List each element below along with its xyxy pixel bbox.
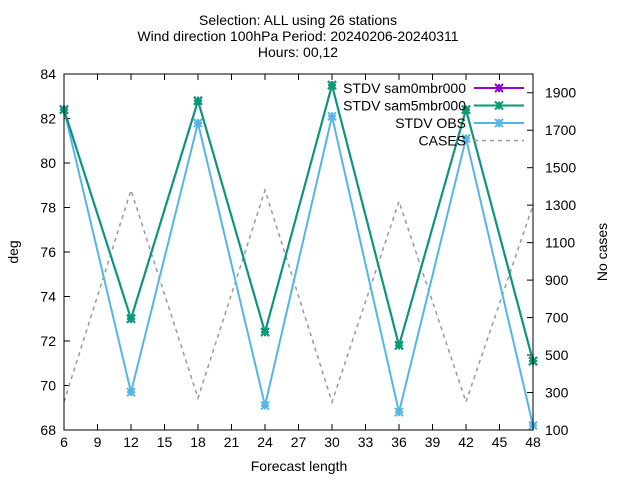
y-tick-label: 78 bbox=[40, 200, 56, 216]
x-tick-label: 12 bbox=[123, 434, 139, 450]
y-tick-label: 72 bbox=[40, 333, 56, 349]
y2-tick-label: 500 bbox=[545, 347, 569, 363]
y-tick-label: 70 bbox=[40, 378, 56, 394]
x-tick-label: 33 bbox=[358, 434, 374, 450]
series-line bbox=[63, 81, 534, 362]
y2-tick-label: 700 bbox=[545, 310, 569, 326]
y2-tick-label: 300 bbox=[545, 385, 569, 401]
y-axis-label: deg bbox=[5, 240, 21, 263]
x-tick-label: 18 bbox=[190, 434, 206, 450]
x-tick-label: 45 bbox=[492, 434, 508, 450]
x-tick-label: 42 bbox=[458, 434, 474, 450]
x-tick-label: 9 bbox=[94, 434, 102, 450]
y2-tick-label: 100 bbox=[545, 422, 569, 438]
y-tick-label: 82 bbox=[40, 111, 56, 127]
plot-frame bbox=[63, 73, 534, 431]
y-tick-label: 68 bbox=[40, 422, 56, 438]
x-tick-label: 36 bbox=[391, 434, 407, 450]
title-line-2: Wind direction 100hPa Period: 20240206-2… bbox=[137, 28, 458, 44]
legend-label: STDV sam5mbr000 bbox=[343, 98, 466, 114]
legend-marker bbox=[494, 100, 504, 111]
data-point bbox=[327, 80, 337, 90]
legend-label: STDV OBS bbox=[395, 115, 466, 131]
title-line-1: Selection: ALL using 26 stations bbox=[199, 12, 397, 28]
data-point bbox=[260, 400, 270, 411]
x-tick-label: 15 bbox=[157, 434, 173, 450]
series-line bbox=[63, 187, 534, 405]
x-tick-label: 39 bbox=[425, 434, 441, 450]
y2-tick-label: 900 bbox=[545, 272, 569, 288]
axis-ticks: 6 9 12 15 18 21 24 27 30 33 36 39 42 45 48 68 70 72 74 76 78… bbox=[40, 66, 576, 450]
x-tick-label: 27 bbox=[291, 434, 307, 450]
y-tick-label: 80 bbox=[40, 155, 56, 171]
y2-tick-label: 1100 bbox=[545, 235, 575, 251]
y-tick-label: 76 bbox=[40, 244, 56, 260]
data-point bbox=[193, 118, 203, 128]
y2-tick-label: 1900 bbox=[545, 85, 576, 101]
legend-marker bbox=[494, 83, 504, 93]
data-point bbox=[394, 407, 404, 417]
data-point bbox=[327, 111, 337, 121]
y2-axis-label: No cases bbox=[594, 223, 610, 281]
legend-label: CASES bbox=[419, 133, 466, 149]
x-tick-label: 21 bbox=[224, 434, 240, 450]
y-tick-label: 84 bbox=[40, 66, 56, 82]
y-tick-label: 74 bbox=[40, 289, 56, 305]
series-2 bbox=[59, 104, 538, 431]
x-tick-label: 30 bbox=[324, 434, 340, 450]
x-tick-label: 48 bbox=[525, 434, 541, 450]
y2-tick-label: 1500 bbox=[545, 160, 576, 176]
y2-tick-label: 1700 bbox=[545, 122, 576, 138]
data-point bbox=[126, 387, 136, 397]
data-point bbox=[461, 104, 471, 115]
data-point bbox=[126, 314, 136, 324]
title-line-3: Hours: 00,12 bbox=[258, 44, 338, 60]
x-axis-label: Forecast length bbox=[251, 458, 348, 474]
y2-tick-label: 1300 bbox=[545, 197, 576, 213]
data-point bbox=[193, 95, 203, 106]
x-tick-label: 24 bbox=[257, 434, 273, 450]
legend-marker bbox=[494, 118, 504, 128]
x-tick-label: 6 bbox=[60, 434, 68, 450]
series-3 bbox=[63, 187, 534, 405]
data-point bbox=[394, 340, 404, 351]
data-point bbox=[260, 327, 270, 337]
chart-title: Selection: ALL using 26 stations Wind di… bbox=[137, 12, 458, 60]
legend-label: STDV sam0mbr000 bbox=[343, 80, 466, 96]
series-line bbox=[63, 109, 534, 426]
data-point bbox=[461, 133, 471, 144]
